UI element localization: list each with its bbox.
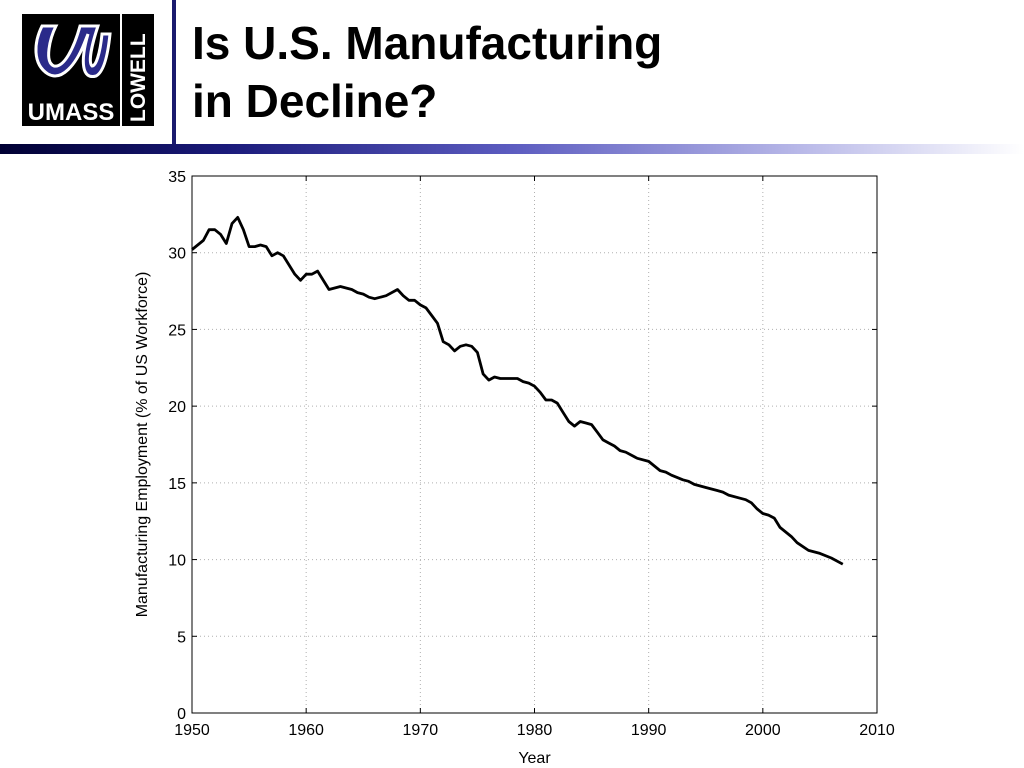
y-tick-label: 0: [177, 706, 186, 723]
umass-lowell-logo: UMASS LOWELL: [22, 14, 154, 126]
y-tick-label: 35: [168, 169, 186, 186]
x-tick-label: 1980: [517, 722, 553, 739]
y-tick-label: 25: [168, 322, 186, 339]
x-tick-label: 2010: [859, 722, 895, 739]
header-gradient-bar: [0, 144, 1024, 154]
header-vertical-rule: [172, 0, 176, 150]
y-axis-label: Manufacturing Employment (% of US Workfo…: [134, 272, 151, 618]
page-title: Is U.S. Manufacturing in Decline?: [192, 14, 662, 130]
logo-wordmark: UMASS: [28, 99, 115, 126]
x-tick-label: 1960: [288, 722, 324, 739]
y-tick-label: 10: [168, 553, 186, 570]
grid: [192, 176, 877, 713]
logo-side-text: LOWELL: [127, 33, 150, 122]
x-tick-label: 1970: [403, 722, 439, 739]
tick-labels: 1950 1960 1970 1980 1990 2000 2010 0 5 10 15 20 25 30…: [168, 169, 895, 739]
y-tick-label: 20: [168, 399, 186, 416]
title-line-2: in Decline?: [192, 75, 438, 127]
x-tick-label: 1950: [174, 722, 210, 739]
x-tick-label: 1990: [631, 722, 667, 739]
series-line: [191, 216, 844, 566]
x-axis-label: Year: [518, 750, 551, 767]
y-tick-label: 15: [168, 476, 186, 493]
axis-ticks: [191, 175, 878, 714]
x-tick-label: 2000: [745, 722, 781, 739]
title-line-1: Is U.S. Manufacturing: [192, 17, 663, 69]
y-tick-label: 30: [168, 246, 186, 263]
y-tick-label: 5: [177, 629, 186, 646]
